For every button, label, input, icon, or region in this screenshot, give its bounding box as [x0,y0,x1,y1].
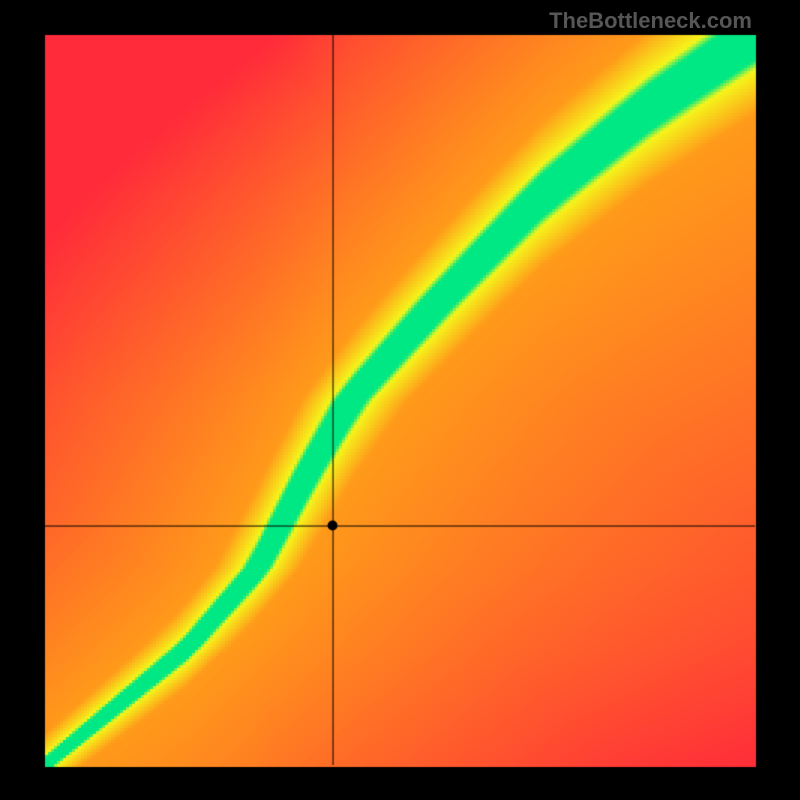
bottleneck-heatmap [0,0,800,800]
chart-container: TheBottleneck.com [0,0,800,800]
watermark-text: TheBottleneck.com [549,8,752,34]
